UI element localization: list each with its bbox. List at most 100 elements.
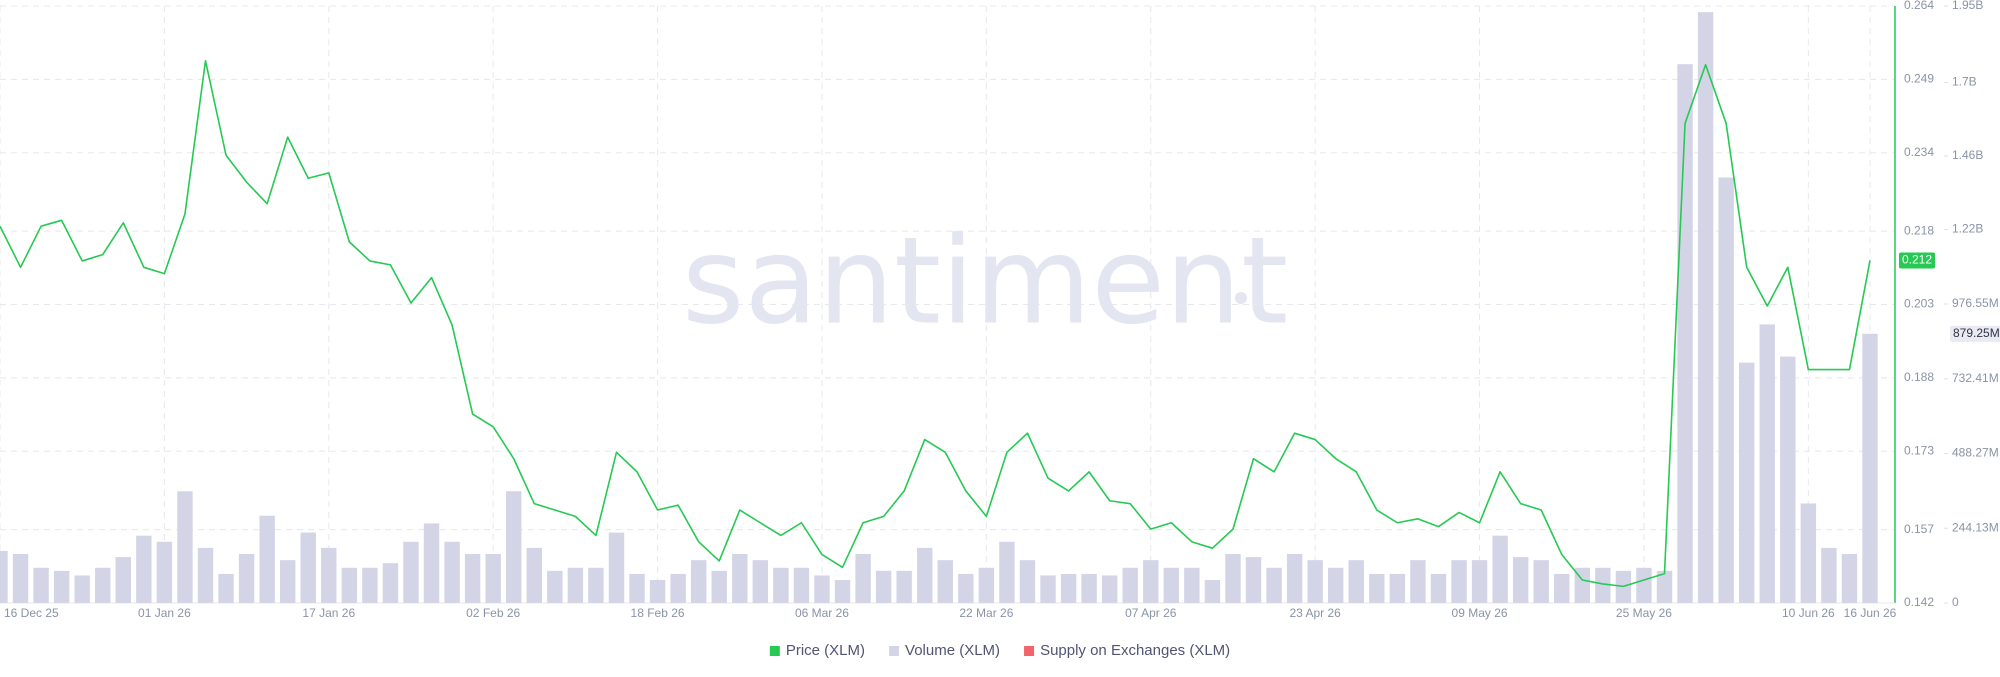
x-tick-label: 09 May 26 <box>1452 606 1508 620</box>
volume-bar <box>1266 567 1282 603</box>
volume-bar <box>300 532 316 603</box>
volume-bar <box>423 523 440 603</box>
volume-bar <box>1656 570 1673 603</box>
last-value-label: 879.25M <box>1953 326 2000 340</box>
y2-tick-label: 976.55M <box>1952 296 1999 310</box>
volume-bar <box>1348 560 1364 603</box>
volume-bar <box>1286 554 1303 603</box>
volume-bar <box>793 567 810 603</box>
y2-tick-label: 732.41M <box>1952 371 1999 385</box>
y2-tick-label: 488.27M <box>1952 446 1999 460</box>
volume-bar <box>834 580 851 603</box>
volume-bar <box>814 575 830 603</box>
grid-group <box>0 5 1895 604</box>
last-value-label: 0.212 <box>1902 253 1932 267</box>
volume-bar <box>1800 503 1817 603</box>
last-value-badge <box>1950 325 2000 342</box>
volume-bar <box>1451 560 1467 603</box>
volume-bar <box>1512 557 1529 603</box>
volume-bar <box>485 554 501 603</box>
volume-bar <box>958 573 974 603</box>
volume-bar <box>1595 567 1611 603</box>
legend-swatch <box>769 646 780 656</box>
volume-bar <box>341 567 358 603</box>
legend-label: Price (XLM) <box>786 642 865 659</box>
volume-bar <box>1780 356 1796 603</box>
volume-bar <box>1389 573 1406 603</box>
volume-bar <box>1328 567 1344 603</box>
volume-bar <box>1101 575 1118 603</box>
volume-bar <box>711 570 727 603</box>
x-tick-label: 18 Feb 26 <box>631 606 685 620</box>
volume-bar <box>547 570 563 603</box>
volume-bar <box>0 550 8 603</box>
x-tick-label: 01 Jan 26 <box>138 606 191 620</box>
volume-bar <box>1369 573 1385 603</box>
volume-bar <box>752 560 769 603</box>
volume-bar <box>937 560 953 603</box>
volume-bar <box>1081 573 1097 603</box>
watermark-dot <box>725 292 737 304</box>
volume-bar <box>506 491 522 603</box>
watermark-dot <box>1235 292 1247 304</box>
last-value-badge <box>1899 252 1936 269</box>
volume-bar <box>1040 575 1056 603</box>
volume-bar <box>855 554 871 603</box>
volume-bar <box>12 554 29 603</box>
legend-swatch <box>1024 646 1035 656</box>
y2-tick-label: 1.95B <box>1952 0 1983 12</box>
y-tick-label: 0.249 <box>1904 72 1934 86</box>
volume-bar <box>136 535 152 603</box>
volume-bar <box>629 573 645 603</box>
y-tick-label: 0.142 <box>1904 595 1934 609</box>
volume-bar <box>1245 557 1262 603</box>
volume-bar <box>238 554 255 603</box>
volume-bar <box>1738 362 1755 603</box>
volume-bar <box>1862 333 1878 603</box>
volume-bar <box>1430 573 1447 603</box>
x-tick-label: 07 Apr 26 <box>1125 606 1177 620</box>
volume-bar <box>1533 560 1549 603</box>
volume-bar <box>1184 567 1200 603</box>
volume-bar <box>1841 554 1858 603</box>
x-tick-label: 10 Jun 26 <box>1782 606 1835 620</box>
volume-bar <box>1821 547 1837 603</box>
watermark-group: santiment <box>682 213 1288 352</box>
volume-bar <box>1471 560 1488 603</box>
y-tick-label: 0.157 <box>1904 522 1934 536</box>
volume-bar <box>773 567 789 603</box>
volume-bar <box>1697 12 1714 604</box>
x-tick-label: 17 Jan 26 <box>302 606 355 620</box>
volume-bar <box>608 532 625 603</box>
volume-bar <box>74 575 90 603</box>
volume-bar <box>33 567 49 603</box>
volume-bar <box>115 557 132 603</box>
y2-tick-label: 0 <box>1952 595 1959 609</box>
y-tick-label: 0.218 <box>1904 223 1934 237</box>
volume-bar <box>1122 567 1138 603</box>
volume-bar <box>917 547 933 603</box>
volume-bar <box>567 567 584 603</box>
volume-bar <box>896 570 912 603</box>
x-tick-label: 23 Apr 26 <box>1289 606 1341 620</box>
price-line <box>0 60 1871 588</box>
volume-bar <box>978 567 995 603</box>
legend-label: Supply on Exchanges (XLM) <box>1040 642 1230 659</box>
y2-tick-label: 244.13M <box>1952 520 1999 534</box>
volume-bar <box>1019 560 1036 603</box>
x-tick-label: 16 Jun 26 <box>1844 606 1897 620</box>
volume-bar <box>95 567 111 603</box>
volume-bar <box>362 567 378 603</box>
y2-tick-label: 1.7B <box>1952 75 1977 89</box>
y-tick-label: 0.264 <box>1904 0 1934 12</box>
volume-bar <box>1410 560 1426 603</box>
x-tick-label: 16 Dec 25 <box>4 606 59 620</box>
volume-bar <box>1492 535 1508 603</box>
x-tick-label: 22 Mar 26 <box>959 606 1013 620</box>
volume-bar <box>1143 560 1159 603</box>
volume-bar <box>279 560 296 603</box>
volume-bar <box>156 541 173 603</box>
y-tick-label: 0.188 <box>1904 370 1934 384</box>
x-tick-label: 25 May 26 <box>1616 606 1672 620</box>
